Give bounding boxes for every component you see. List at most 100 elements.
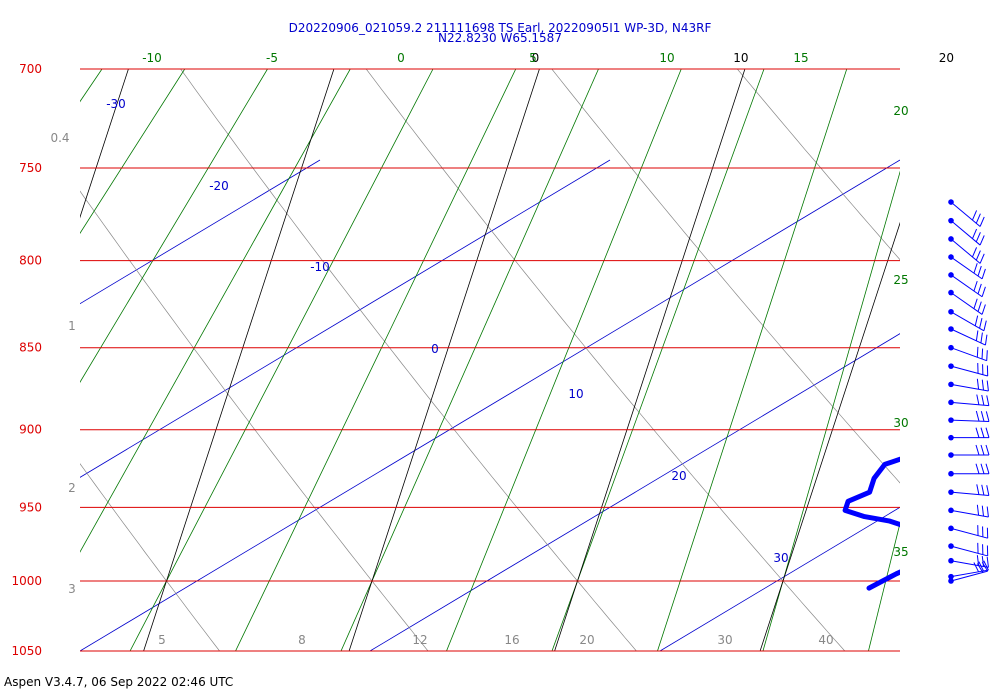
wind-barb-flag xyxy=(973,298,978,309)
wind-barb-flag xyxy=(975,427,980,438)
wind-barb-flag xyxy=(986,506,989,518)
skew-t-diagram: 700750800850900950100010500102030-10-505… xyxy=(11,51,990,658)
wind-barb xyxy=(948,289,986,315)
wind-barb-flag xyxy=(976,563,984,573)
moist-adiabat-line xyxy=(868,521,900,651)
wind-barb-staff xyxy=(950,401,989,407)
wind-barb-staff xyxy=(950,347,987,362)
pressure-tick-label: 950 xyxy=(19,500,42,514)
mixing-ratio-line xyxy=(80,159,611,478)
moist-adiabats xyxy=(80,69,900,651)
wind-barb xyxy=(948,561,989,584)
moist-adiabat-label: 15 xyxy=(793,51,808,65)
pressure-tick-label: 800 xyxy=(19,254,42,268)
isotherm-tick-label: 20 xyxy=(939,51,954,65)
wind-barb-flag xyxy=(978,561,984,572)
sounding-profiles xyxy=(842,456,900,591)
wind-barb xyxy=(948,362,989,377)
wind-barb xyxy=(948,410,990,423)
wind-barb-flag xyxy=(986,485,990,496)
moist-adiabat-line xyxy=(80,69,268,383)
wind-barb-flag xyxy=(985,427,990,438)
wind-barb-flag xyxy=(977,301,982,312)
mixing-ratio-line xyxy=(659,506,900,651)
footer-version: Aspen V3.4.7, 06 Sep 2022 02:46 UTC xyxy=(4,675,234,689)
moist-adiabat-line xyxy=(129,69,434,651)
wind-barb-staff xyxy=(950,545,988,557)
wind-barb-flag xyxy=(976,394,980,405)
pressure-tick-label: 700 xyxy=(19,62,42,76)
wind-barb-flag xyxy=(976,504,980,516)
dry-adiabat-label: 10 xyxy=(568,387,583,401)
dry-adiabat-line xyxy=(551,69,900,484)
moist-adiabat-line xyxy=(762,170,900,651)
mixing-ratio-label: 1 xyxy=(68,319,76,333)
wind-barb-staff xyxy=(950,527,988,539)
wind-barb-flag xyxy=(975,410,980,422)
dry-adiabat-line xyxy=(180,69,637,651)
wind-barb-flag xyxy=(981,304,986,315)
wind-barb xyxy=(948,308,987,332)
wind-barb-flag xyxy=(979,235,985,246)
dry-adiabat-label: -30 xyxy=(106,97,126,111)
wind-barb-flag xyxy=(977,265,982,277)
dry-adiabat-label: -20 xyxy=(209,179,229,193)
wind-barb-staff xyxy=(950,256,983,280)
wind-barb-flag xyxy=(975,444,980,456)
wind-barb-flag xyxy=(984,334,988,346)
wind-barb-flag xyxy=(983,320,987,331)
wind-barb-staff xyxy=(950,365,988,377)
moist-adiabat-line xyxy=(340,69,599,651)
wind-barb-flag xyxy=(985,444,990,456)
dry-adiabat-line xyxy=(365,69,846,651)
wind-barb-flag xyxy=(971,210,978,221)
wind-barb-staff xyxy=(950,383,989,392)
dry-adiabat-label: -10 xyxy=(310,260,330,274)
wind-barb-flag xyxy=(981,561,989,572)
moist-adiabat-label: 10 xyxy=(659,51,674,65)
dry-adiabat-label: 20 xyxy=(671,469,686,483)
mixing-ratio-label: 20 xyxy=(579,633,594,647)
mixing-ratio-label: 2 xyxy=(68,481,76,495)
wind-barb-flag xyxy=(981,348,984,360)
wind-barb-flag xyxy=(974,315,979,326)
wind-barb-flag xyxy=(979,216,985,227)
wind-barb xyxy=(948,254,986,280)
wind-barb xyxy=(948,504,989,518)
dry-adiabat-line xyxy=(737,69,900,261)
moist-adiabat-label: 5 xyxy=(529,51,537,65)
moist-adiabat-label: -10 xyxy=(142,51,162,65)
wind-barb-flag xyxy=(980,332,983,344)
wind-barb-flag xyxy=(980,427,985,438)
wind-barb-staff xyxy=(950,311,985,332)
wind-barb-staff xyxy=(950,292,983,315)
dry-adiabat-label: 0 xyxy=(431,342,439,356)
mixing-ratio-label: 40 xyxy=(818,633,833,647)
wind-barb-staff xyxy=(950,509,989,518)
dry-adiabat-label: 30 xyxy=(773,551,788,565)
moist-adiabat-line xyxy=(657,69,848,651)
wind-barb-flag xyxy=(981,286,986,297)
wind-barb-flag xyxy=(981,268,986,280)
wind-barb xyxy=(948,463,990,477)
wind-barb-flag xyxy=(975,213,981,224)
axis-labels: 700750800850900950100010500102030-10-505… xyxy=(11,51,954,658)
moist-adiabat-label: 30 xyxy=(893,416,908,430)
wind-barb xyxy=(948,199,985,227)
chart-title-line-1: D20220906_021059.2 211111698 TS Earl, 20… xyxy=(288,21,712,35)
wind-barb-flag xyxy=(973,280,978,292)
wind-barb xyxy=(948,542,989,557)
isotherm-tick-label: 10 xyxy=(733,51,748,65)
wind-barb-flag xyxy=(979,253,985,264)
wind-barb-flag xyxy=(986,380,989,392)
wind-barbs xyxy=(948,199,990,584)
wind-barb-staff xyxy=(950,491,989,496)
wind-barb-flag xyxy=(975,232,981,243)
wind-barb-flag xyxy=(975,463,980,474)
mixing-ratio-label: 30 xyxy=(717,633,732,647)
wind-barb-flag xyxy=(975,250,981,261)
pressure-tick-label: 750 xyxy=(19,161,42,175)
wind-barb-flag xyxy=(981,394,985,406)
dry-adiabat-line xyxy=(80,463,220,651)
pressure-tick-label: 900 xyxy=(19,423,42,437)
